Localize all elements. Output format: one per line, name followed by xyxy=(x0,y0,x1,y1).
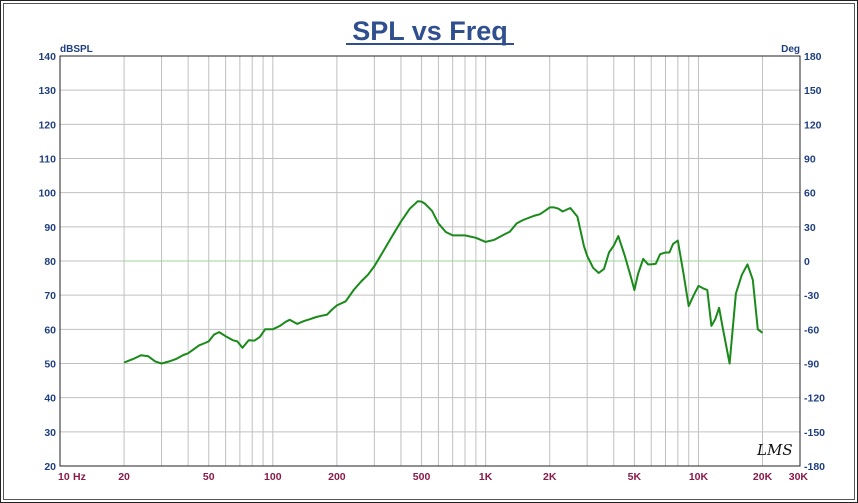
y2-tick-label: -60 xyxy=(804,324,819,336)
y2-axis-label: Deg xyxy=(781,44,800,55)
x-tick-label: 500 xyxy=(413,471,431,483)
x-tick-label: 5K xyxy=(628,471,642,483)
y-tick-label: 30 xyxy=(44,427,56,439)
y-tick-label: 60 xyxy=(44,324,56,336)
x-tick-labels: 10 20 50 100 200 500 1K 2K 5K 10K 20K 30K xyxy=(58,471,808,483)
x-tick-label: 50 xyxy=(203,471,215,483)
y2-tick-label: -30 xyxy=(804,290,819,302)
x-tick-label: 20K xyxy=(753,471,773,483)
y-tick-label: 70 xyxy=(44,290,56,302)
y-tick-label: 140 xyxy=(38,51,56,63)
y-axis-label: dBSPL xyxy=(60,44,93,55)
y2-tick-label: 150 xyxy=(804,85,822,97)
y2-tick-label: 0 xyxy=(804,256,810,268)
y2-tick-label: -120 xyxy=(804,393,825,405)
x-tick-label: 10 xyxy=(58,471,70,483)
x-tick-label: 200 xyxy=(328,471,346,483)
y2-tick-label: 180 xyxy=(804,51,822,63)
lms-logo: LMS xyxy=(756,441,793,459)
y2-tick-label: -90 xyxy=(804,359,819,371)
chart-title: SPL vs Freq xyxy=(352,16,508,46)
y-tick-label: 20 xyxy=(44,461,56,473)
plot-border xyxy=(59,55,801,467)
spl-series-line xyxy=(123,200,764,365)
x-tick-label: 10K xyxy=(689,471,709,483)
y-tick-label: 120 xyxy=(38,119,56,131)
inner-border xyxy=(3,3,855,500)
y-tick-label: 130 xyxy=(38,85,56,97)
x-tick-label: 20 xyxy=(118,471,130,483)
x-tick-label: 100 xyxy=(264,471,282,483)
y2-tick-label: -150 xyxy=(804,427,825,439)
y-tick-label: 40 xyxy=(44,393,56,405)
y-tick-label: 110 xyxy=(39,154,56,166)
x-tick-label: 2K xyxy=(543,471,557,483)
y2-tick-label: 90 xyxy=(804,154,816,166)
y2-tick-label: -180 xyxy=(804,461,825,473)
y-tick-labels: 140 130 120 110 100 90 80 70 60 50 40 30 20 xyxy=(38,51,56,473)
x-unit-label: Hz xyxy=(73,471,86,483)
y-tick-label: 100 xyxy=(38,188,56,200)
x-tick-label: 30K xyxy=(789,471,809,483)
y-tick-label: 90 xyxy=(44,222,56,234)
y-tick-label: 50 xyxy=(44,359,56,371)
y2-tick-label: 120 xyxy=(804,119,822,131)
series-group xyxy=(123,200,764,365)
y-tick-label: 80 xyxy=(44,256,56,268)
y2-tick-label: 60 xyxy=(804,188,816,200)
x-tick-label: 1K xyxy=(479,471,493,483)
y2-tick-label: 30 xyxy=(804,222,816,234)
y2-tick-labels: 180 150 120 90 60 30 0 -30 -60 -90 -120 -150 -180 xyxy=(804,51,825,473)
